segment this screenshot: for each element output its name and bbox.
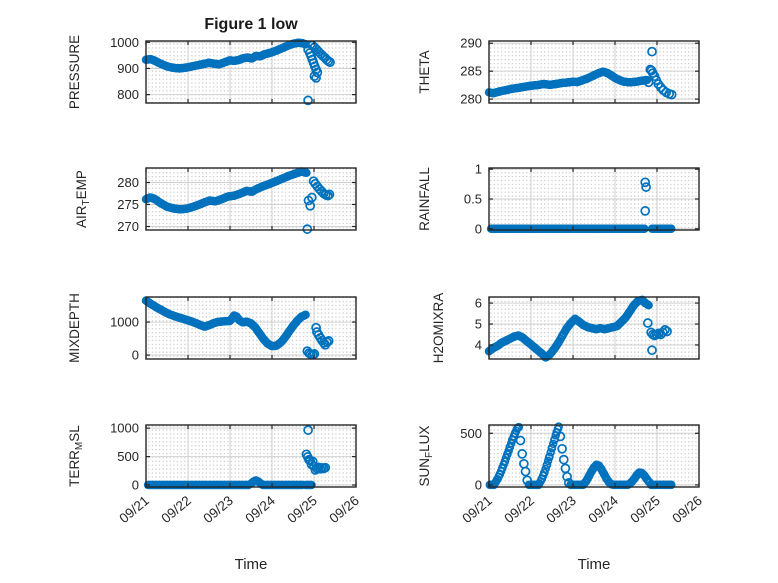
x-tick-label: 09/23: [543, 493, 579, 526]
y-tick-label: 0: [475, 221, 482, 236]
y-axis-label: TERRMSL: [67, 425, 85, 487]
y-tick-label: 290: [460, 36, 482, 51]
minor-grid: [489, 425, 699, 487]
y-tick-label: 285: [460, 64, 482, 79]
y-tick-label: 1000: [110, 35, 139, 50]
minor-grid: [146, 168, 356, 230]
axes-frame: [145, 40, 357, 104]
axes-frame: [145, 167, 357, 231]
y-tick-label: 5: [475, 317, 482, 332]
x-tick-label: 09/25: [284, 493, 320, 526]
data-series: [484, 46, 677, 100]
figure-title: Figure 1 low: [204, 16, 298, 33]
subplot-h2omixra: 4 5 6 H2OMIXRA: [431, 293, 700, 364]
x-tick-label: 09/25: [627, 493, 663, 526]
axes-frame: [488, 296, 700, 360]
y-axis-label: RAINFALL: [417, 167, 432, 231]
y-tick-label: 1000: [110, 315, 139, 330]
y-tick-label: 0.5: [464, 192, 482, 207]
tick-marks: [488, 425, 700, 487]
axes-frame: [488, 424, 700, 488]
y-tick-label: 280: [117, 175, 139, 190]
x-tick-label: 09/21: [459, 493, 495, 526]
data-series: [485, 422, 676, 490]
tick-marks: [145, 41, 357, 103]
y-tick-label: 6: [475, 296, 482, 311]
y-tick-label: 0: [132, 478, 139, 493]
y-tick-label: 0: [132, 348, 139, 363]
y-axis-label: MIXDEPTH: [67, 293, 82, 363]
y-tick-label: 800: [117, 87, 139, 102]
y-tick-label: 1000: [110, 421, 139, 436]
x-tick-label: 09/23: [200, 493, 236, 526]
minor-grid: [146, 425, 356, 487]
subplot-sunflux: 0 500 SUNFLUX 09/21 09/22 09/23 09/24 09/25 09/2…: [417, 422, 705, 527]
y-tick-label: 4: [475, 337, 482, 352]
tick-marks: [488, 41, 700, 103]
subplot-pressure: 800 900 1000 PRESSURE: [67, 35, 357, 109]
subplot-rainfall: 0 0.5 1 RAINFALL: [417, 162, 700, 236]
y-tick-label: 0: [475, 477, 482, 492]
subplot-terrmsl: 0 500 1000 TERRMSL 09/21 09/22 09/23 09/24 09/25…: [67, 421, 362, 526]
y-tick-label: 900: [117, 61, 139, 76]
y-axis-label: THETA: [417, 50, 432, 93]
x-tick-label: 09/22: [158, 493, 194, 526]
y-axis-label: SUNFLUX: [417, 426, 435, 487]
tick-marks: [145, 297, 357, 359]
x-tick-label: 09/24: [242, 493, 278, 527]
tick-marks: [488, 168, 700, 230]
tick-marks: [145, 168, 357, 230]
subplot-theta: 280 285 290 THETA: [417, 36, 700, 107]
data-series: [486, 177, 676, 234]
data-series: [143, 425, 331, 490]
y-tick-label: 500: [117, 449, 139, 464]
y-tick-label: 275: [117, 197, 139, 212]
y-axis-label: PRESSURE: [67, 35, 82, 109]
x-tick-label: 09/21: [116, 493, 152, 526]
axes-frame: [488, 40, 700, 104]
x-axis-label-right: Time: [578, 556, 611, 573]
y-tick-label: 500: [460, 426, 482, 441]
axes-frame: [145, 296, 357, 360]
tick-marks: [488, 297, 700, 359]
y-axis-label: AIRTEMP: [74, 170, 92, 228]
x-axis-label-left: Time: [235, 556, 268, 573]
x-tick-label: 09/24: [585, 493, 621, 527]
subplot-mixdepth: 0 1000 MIXDEPTH: [67, 293, 357, 363]
data-series: [141, 296, 334, 360]
y-tick-label: 270: [117, 219, 139, 234]
x-tick-label: 09/26: [326, 493, 362, 526]
y-tick-label: 280: [460, 92, 482, 107]
y-axis-label: H2OMIXRA: [431, 293, 446, 364]
subplot-airtemp: 270 275 280 AIRTEMP: [74, 167, 357, 234]
data-series: [141, 167, 335, 234]
x-tick-label: 09/26: [669, 493, 705, 526]
y-tick-label: 1: [475, 162, 482, 177]
x-tick-label: 09/22: [501, 493, 537, 526]
tick-marks: [145, 425, 357, 487]
